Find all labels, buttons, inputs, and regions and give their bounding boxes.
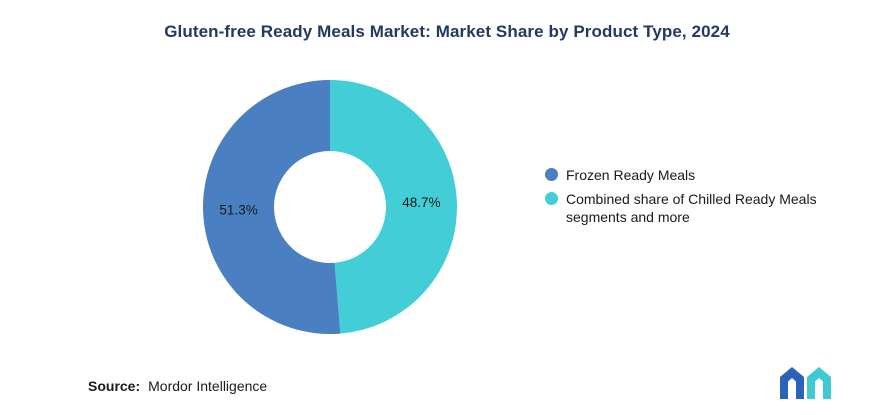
donut-segment-1: [330, 80, 458, 334]
logo-left-shape: [780, 367, 804, 399]
source-label: Source:: [88, 378, 141, 394]
source-line: Source: Mordor Intelligence: [88, 378, 267, 394]
legend-label: Frozen Ready Meals: [566, 167, 696, 183]
donut-chart-area: 48.7% 51.3%: [195, 72, 465, 342]
legend-dot-combined: [545, 192, 558, 205]
legend-dot-frozen: [545, 168, 558, 181]
chart-legend: Frozen Ready Meals Combined share of Chi…: [545, 166, 850, 226]
legend-item-frozen: Frozen Ready Meals: [545, 166, 850, 184]
donut-segment-label-0: 51.3%: [219, 202, 257, 217]
mordor-intelligence-logo: [778, 367, 856, 399]
source-value: Mordor Intelligence: [148, 378, 268, 394]
donut-segment-label-1: 48.7%: [402, 195, 440, 210]
mordor-intelligence-logo-mark: [780, 367, 831, 399]
legend-label: Combined share of Chilled Ready Meals se…: [566, 191, 817, 225]
logo-right-shape: [807, 367, 831, 399]
donut-segment-0: [203, 80, 341, 334]
donut-chart: 48.7% 51.3%: [203, 80, 458, 334]
legend-item-combined: Combined share of Chilled Ready Meals se…: [545, 190, 850, 226]
chart-title: Gluten-free Ready Meals Market: Market S…: [164, 22, 730, 41]
